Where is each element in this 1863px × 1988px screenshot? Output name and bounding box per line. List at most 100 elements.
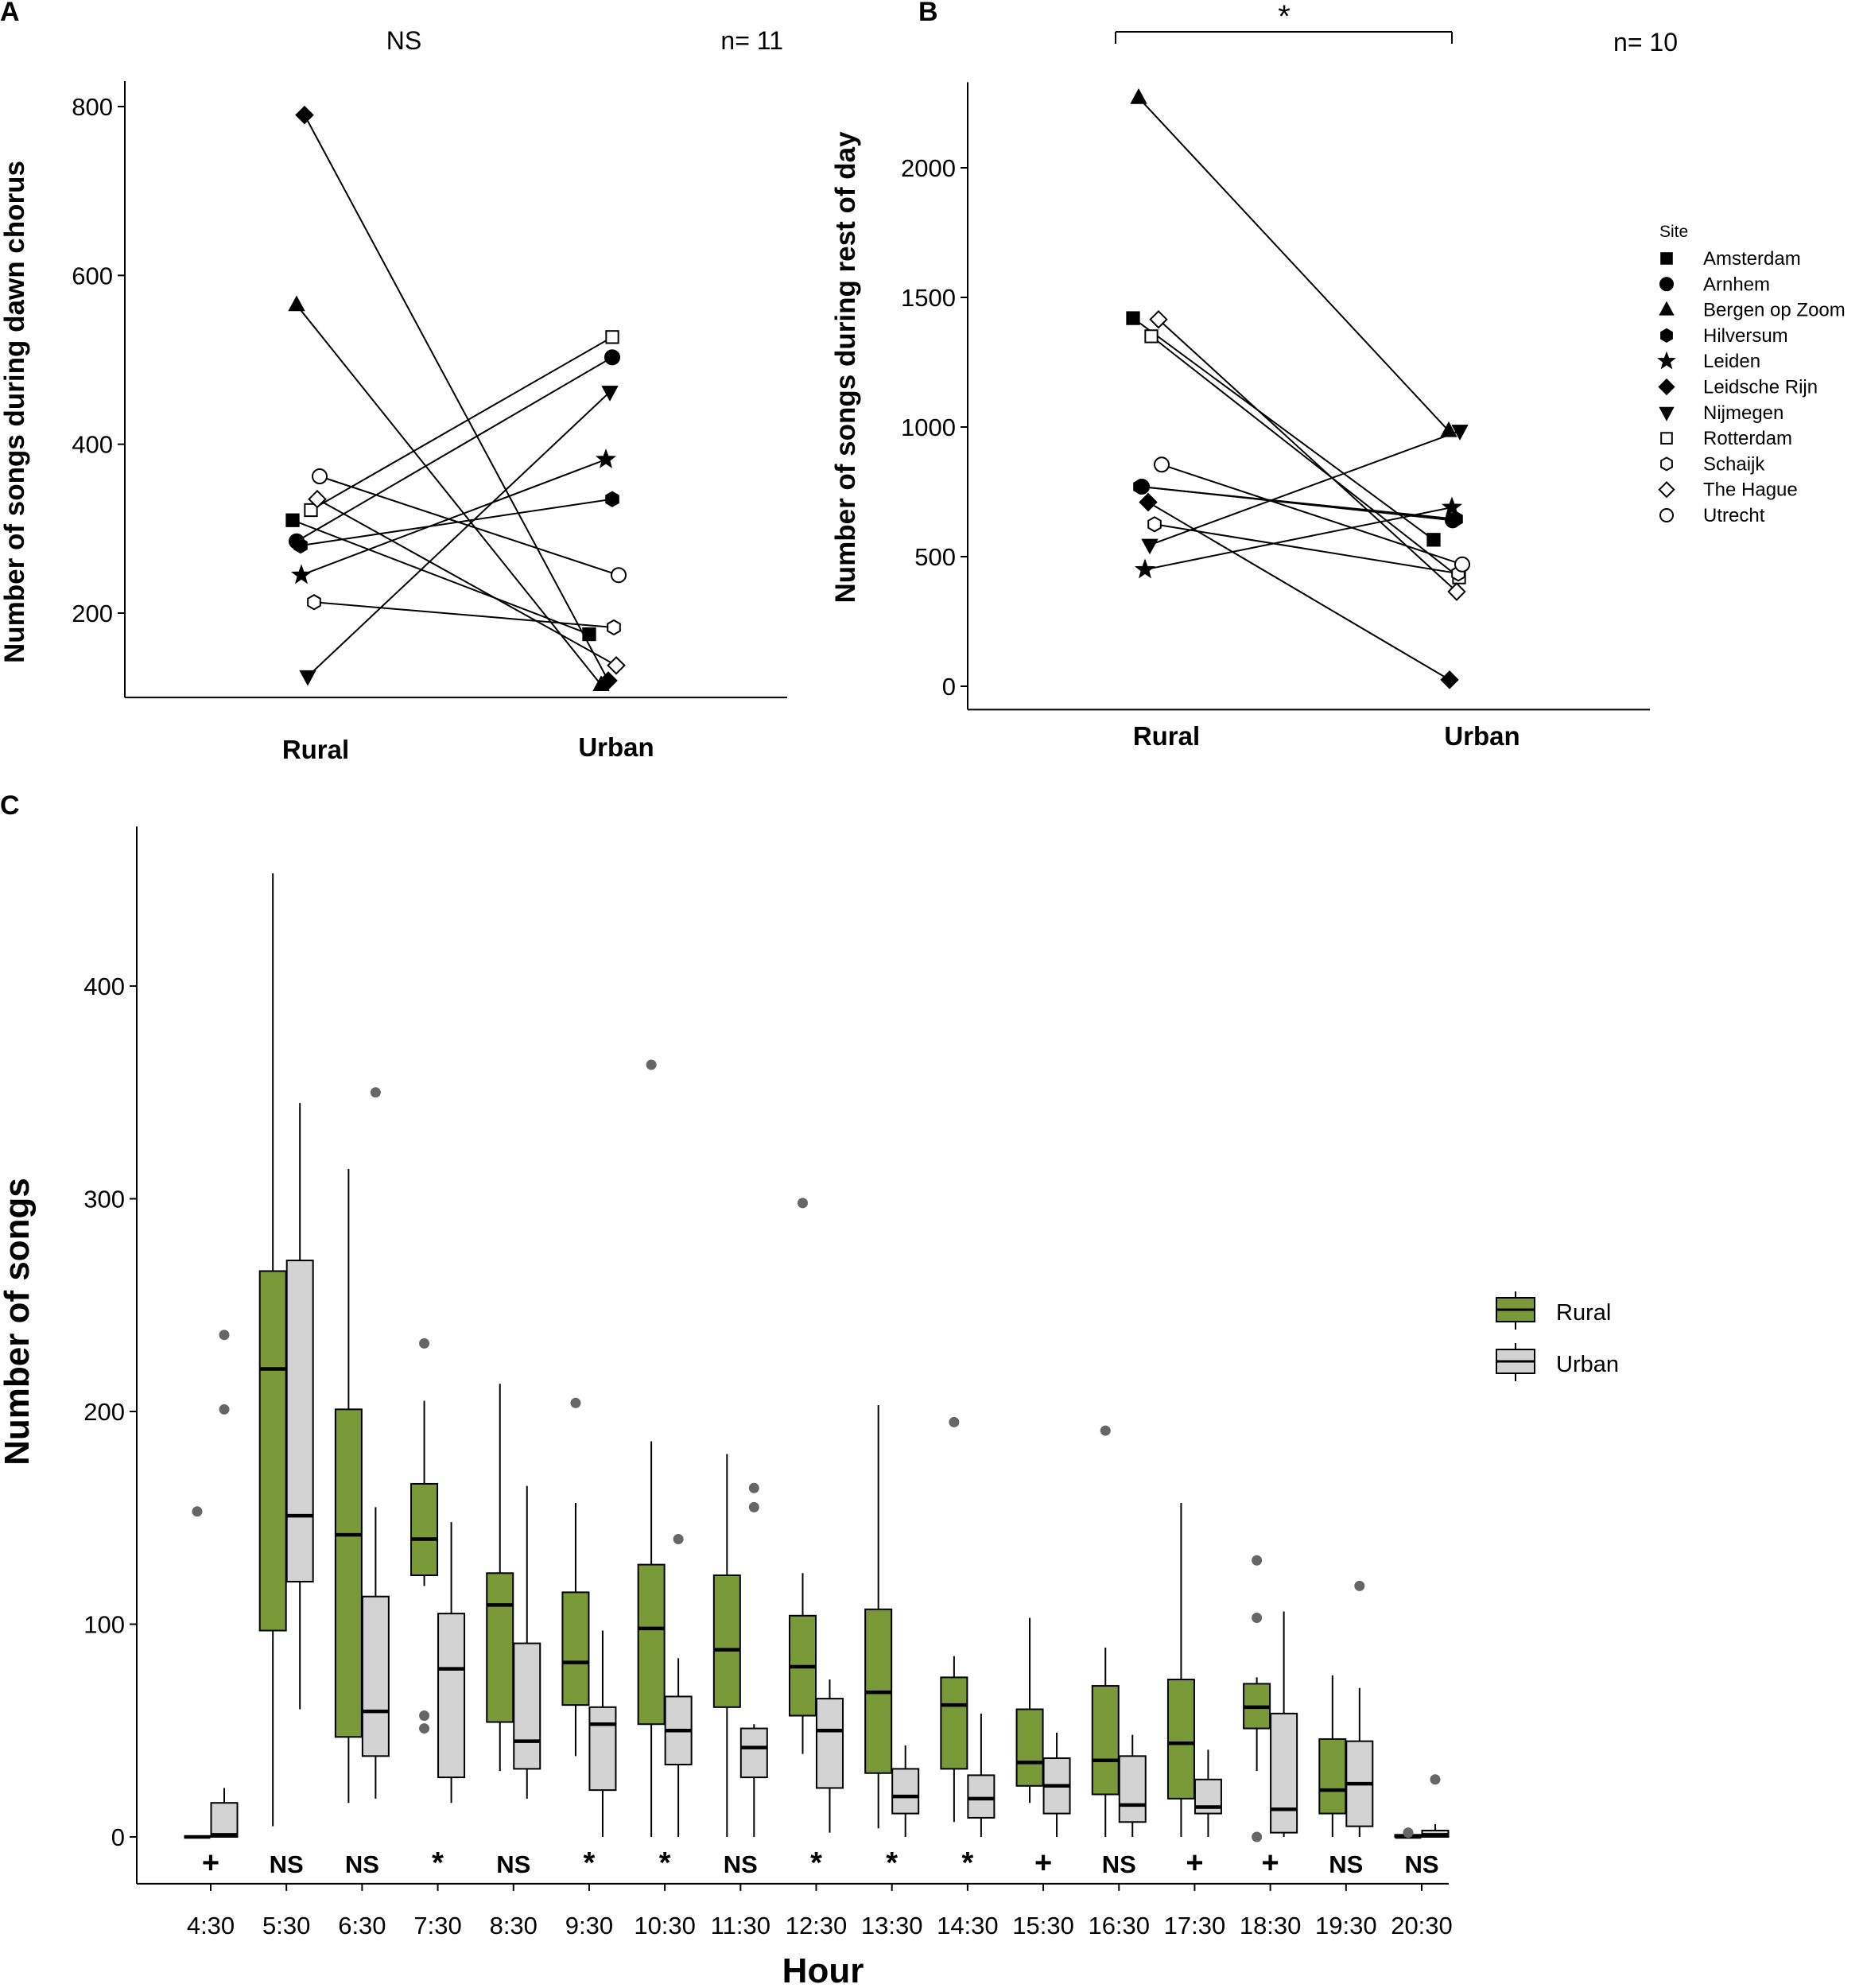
panelA-line-nijmegen [307, 391, 611, 678]
panelA-point-rural-leiden [290, 564, 312, 584]
panel-c-rural-7-30-outlier-2 [419, 1723, 430, 1734]
panel-c-significance-19-30: NS [1329, 1850, 1363, 1878]
panelA-point-urban-leidsche-rijn [599, 671, 618, 690]
panel-c-urban-13-30-box [891, 1768, 920, 1815]
panelA-line-the-hague [316, 498, 617, 666]
panelA-y-tick-label-600: 600 [72, 262, 113, 289]
site-legend-label-arnhem: Arnhem [1703, 274, 1770, 295]
panel-c-urban-20-30-outlier-0 [1430, 1774, 1441, 1785]
panel-c-x-tick-label-16-30: 16:30 [1088, 1912, 1150, 1939]
panel-c-x-tick-label-7-30: 7:30 [413, 1912, 461, 1939]
site-legend-marker-arnhem [1659, 277, 1674, 292]
panelB-line-leiden [1144, 507, 1453, 571]
panel-c-rural-19-30-box [1318, 1738, 1347, 1815]
panel-c-x-tick-label-12-30: 12:30 [786, 1912, 848, 1939]
panel-c-significance-17-30: + [1186, 1846, 1203, 1880]
panel-c-rural-16-30-outlier-0 [1100, 1425, 1111, 1436]
panel-c-significance-7-30: * [432, 1846, 444, 1880]
panelA-point-rural-the-hague [308, 489, 327, 509]
panel-c-significance-8-30: NS [496, 1850, 530, 1878]
site-legend-marker-utrecht [1659, 508, 1674, 522]
panel-c-rural-16-30-box [1091, 1685, 1120, 1796]
panel-c-rural-7-30-box [410, 1482, 439, 1576]
panel-c-urban-8-30-box [513, 1642, 541, 1770]
panel-c-rural-18-30-outlier-2 [1252, 1831, 1263, 1842]
panel-c-rural-9-30-box [561, 1591, 590, 1706]
panel-c-x-tick-label-17-30: 17:30 [1164, 1912, 1226, 1939]
panelB-line-utrecht [1161, 464, 1463, 565]
panelB-point-rural-leiden [1134, 558, 1156, 579]
panelA-point-rural-schaijk [307, 594, 321, 611]
panelA-point-rural-hilversum [293, 537, 308, 554]
panelA-y-tick-label-200: 200 [72, 600, 113, 627]
panel-c-urban-4-30-box [210, 1802, 239, 1838]
panel-b-y-axis-label: Number of songs during rest of day [830, 131, 861, 604]
panelA-point-urban-amsterdam [582, 627, 596, 642]
panel-c-significance-5-30: NS [270, 1850, 304, 1878]
panelB-point-rural-leidsche-rijn [1139, 492, 1158, 512]
panel-c-rural-7-30-outlier-0 [419, 1338, 430, 1349]
panelB-y-tick-label-2000: 2000 [901, 154, 956, 182]
panel-c-rural-17-30-box [1166, 1679, 1195, 1800]
panel-c-x-tick-label-14-30: 14:30 [937, 1912, 999, 1939]
site-legend-label-leidsche-rijn: Leidsche Rijn [1703, 377, 1818, 398]
panel-letter-c: C [0, 790, 20, 821]
panelB-point-urban-amsterdam [1426, 533, 1441, 547]
panelB-point-urban-nijmegen [1451, 425, 1469, 441]
panelA-point-urban-hilversum [605, 491, 619, 507]
panelB-y-tick-label-1500: 1500 [901, 284, 956, 312]
panelB-point-rural-schaijk [1147, 516, 1162, 533]
panel-c-x-tick-label-11-30: 11:30 [711, 1912, 770, 1939]
panelB-line-amsterdam [1132, 317, 1434, 541]
panelA-line-rotterdam [310, 336, 613, 511]
panel-c-urban-5-30-box [285, 1260, 314, 1582]
site-legend-label-leiden: Leiden [1703, 351, 1760, 372]
panel-c-y-tick-label-0: 0 [111, 1823, 125, 1851]
panelA-line-utrecht [319, 476, 619, 577]
panel-c-rural-14-30-outlier-0 [949, 1416, 960, 1427]
panelB-point-rural-nijmegen [1141, 538, 1159, 555]
panelA-y-tick-label-400: 400 [72, 431, 113, 459]
panel-c-rural-5-30-box [258, 1270, 287, 1632]
panel-letter-a: A [0, 0, 20, 27]
panelB-point-rural-utrecht [1154, 456, 1170, 473]
panelB-point-rural-hilversum [1133, 478, 1147, 495]
panelB-point-rural-rotterdam [1144, 329, 1159, 344]
panelB-point-urban-leidsche-rijn [1440, 670, 1459, 689]
panel-c-significance-9-30: * [584, 1846, 596, 1880]
panel-c-y-axis-label: Number of songs [0, 1178, 37, 1466]
panel-c-rural-18-30-outlier-1 [1252, 1612, 1263, 1623]
panelB-point-urban-leiden [1441, 496, 1463, 517]
site-legend-label-nijmegen: Nijmegen [1703, 402, 1783, 424]
panelB-line-hilversum [1139, 485, 1457, 520]
panel-c-urban-6-30-outlier-0 [370, 1087, 381, 1098]
panelA-point-urban-utrecht [611, 567, 627, 584]
panelB-point-rural-amsterdam [1126, 311, 1140, 325]
site-legend-label-amsterdam: Amsterdam [1703, 248, 1801, 270]
panel-c-urban-12-30-box [816, 1698, 844, 1789]
panelB-y-tick-label-500: 500 [914, 543, 956, 571]
site-legend-marker-nijmegen [1659, 406, 1675, 421]
panel-c-x-tick-label-13-30: 13:30 [861, 1912, 923, 1939]
panelA-point-rural-utrecht [312, 468, 328, 485]
panel-c-y-tick-label-200: 200 [83, 1398, 125, 1426]
panel-c-urban-6-30-box [361, 1595, 390, 1757]
panel-c-rural-7-30-outlier-1 [419, 1710, 430, 1722]
site-legend-marker-leidsche-rijn [1658, 378, 1675, 396]
panelA-point-urban-the-hague [607, 656, 626, 675]
site-legend-marker-rotterdam [1660, 432, 1673, 445]
panel-c-rural-8-30-box [486, 1572, 514, 1723]
panelA-point-urban-nijmegen [601, 386, 619, 402]
panel-b-x-tick-rural: Rural [1133, 721, 1200, 751]
panel-a-x-tick-urban: Urban [578, 732, 654, 762]
panel-c-rural-9-30-outlier-0 [570, 1397, 581, 1408]
panelB-point-urban-utrecht [1454, 556, 1470, 573]
panel-b-chart: * n= 10 Number of songs during rest of d… [830, 0, 1678, 751]
site-legend-marker-the-hague [1658, 481, 1675, 499]
panel-a-x-tick-rural: Rural [282, 735, 349, 764]
panel-c-urban-11-30-outlier-1 [748, 1501, 759, 1512]
panelA-point-urban-schaijk [607, 619, 621, 636]
box-legend-label-urban: Urban [1556, 1352, 1619, 1377]
panel-c-x-tick-label-18-30: 18:30 [1240, 1912, 1302, 1939]
